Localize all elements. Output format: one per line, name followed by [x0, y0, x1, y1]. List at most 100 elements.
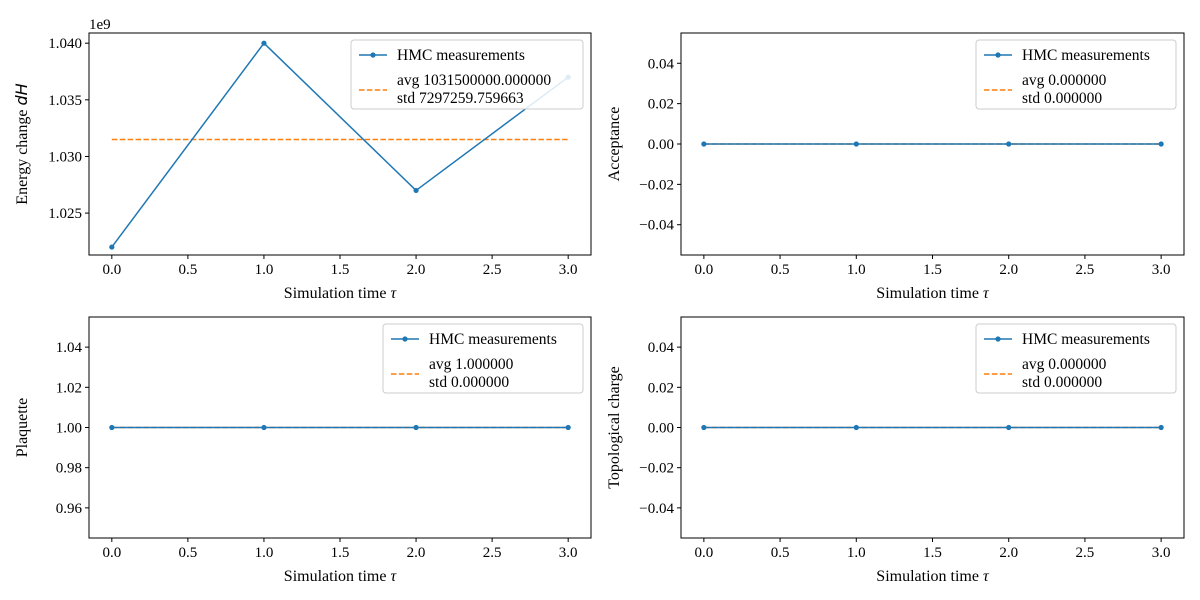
x-axis-label: Simulation time τ [876, 285, 990, 302]
y-tick-label: −0.04 [639, 218, 674, 234]
y-tick-label: −0.02 [639, 177, 674, 193]
measurement-point [853, 424, 859, 431]
x-tick-label: 1.0 [847, 545, 866, 561]
measurement-point [261, 424, 267, 431]
legend-avg-label: avg 1.000000 [429, 356, 514, 373]
x-tick-label: 2.5 [1076, 545, 1095, 561]
legend: HMC measurements avg 1031500000.000000std… [350, 39, 584, 110]
x-tick-label: 0.5 [771, 545, 790, 561]
measurement-point [109, 424, 115, 431]
x-tick-label: 2.0 [407, 545, 426, 561]
y-tick-label: 0.04 [648, 340, 675, 356]
y-tick-label: 1.030 [48, 149, 82, 165]
legend-box [975, 323, 1177, 394]
x-tick-label: 3.0 [559, 545, 578, 561]
legend-avg-label: avg 1031500000.000000 [397, 72, 551, 89]
measurement-point [1158, 141, 1164, 147]
x-axis-label: Simulation time τ [876, 568, 990, 585]
subplot-4: 0.0 0.5 1.0 1.5 2.0 2.5 3.0 −0.04 −0.02 0.00 0.02 0… [606, 316, 1185, 585]
subplot-2: 0.0 0.5 1.0 1.5 2.0 2.5 3.0 −0.04 −0.02 0.00 0.02 0… [606, 32, 1185, 302]
x-tick-label: 2.5 [1076, 262, 1095, 278]
x-tick-label: 2.0 [407, 262, 426, 278]
legend-box [350, 39, 584, 110]
measurement-point [261, 40, 267, 46]
y-tick-label: 1.02 [56, 380, 82, 396]
x-tick-label: 0.5 [179, 545, 198, 561]
legend-std-label: std 0.000000 [1022, 374, 1102, 391]
y-tick-label: 1.00 [56, 421, 82, 437]
x-tick-label: 2.5 [483, 262, 502, 278]
y-axis-label-symbol: dH [12, 83, 31, 105]
y-axis-label: Plaquette [14, 398, 31, 458]
x-tick-label: 0.5 [771, 262, 790, 278]
y-axis-label-text: Energy change [14, 105, 31, 204]
x-axis-label-text: Simulation time [876, 285, 983, 302]
legend-measure-marker [402, 336, 408, 342]
y-tick-label: 1.04 [56, 340, 83, 356]
legend-std-label: std 0.000000 [1022, 90, 1102, 107]
x-tick-label: 2.5 [483, 545, 502, 561]
y-axis-label: Topological charge [606, 366, 623, 489]
measurement-point [413, 187, 419, 194]
x-tick-label: 0.0 [102, 545, 121, 561]
legend-avg-label: avg 0.000000 [1022, 356, 1107, 373]
legend-measure-label: HMC measurements [429, 331, 557, 348]
x-tick-label: 3.0 [1152, 545, 1171, 561]
measurement-point [1006, 141, 1012, 147]
y-tick-label: 0.02 [648, 380, 674, 396]
x-tick-label: 0.0 [694, 545, 713, 561]
x-axis-label-text: Simulation time [284, 285, 391, 302]
y-offset-text: 1e9 [89, 17, 111, 33]
x-axis-label-symbol: τ [390, 285, 397, 302]
measurement-line [111, 42, 569, 248]
x-tick-label: 0.0 [694, 262, 713, 278]
y-axis-label-text: Acceptance [606, 107, 623, 182]
x-tick-label: 1.0 [255, 545, 274, 561]
legend-measure-marker [995, 336, 1001, 342]
measurement-point [701, 424, 707, 431]
y-tick-label: 0.02 [648, 97, 674, 113]
x-tick-label: 0.0 [102, 262, 121, 278]
y-axis-label-text: Plaquette [14, 398, 31, 458]
measurement-point [413, 424, 419, 431]
legend-measure-marker [370, 52, 376, 58]
subplot-1: 0.0 0.5 1.0 1.5 2.0 2.5 3.0 1.025 1.030 1.035 1.04… [12, 17, 592, 302]
y-tick-label: 0.00 [648, 137, 674, 153]
y-tick-label: 1.025 [48, 206, 82, 222]
y-tick-label: 0.96 [56, 501, 83, 517]
measurement-point [853, 141, 859, 147]
legend-measure-label: HMC measurements [397, 47, 525, 64]
x-axis-label: Simulation time τ [284, 285, 398, 302]
legend-avg-label: avg 0.000000 [1022, 72, 1107, 89]
y-tick-label: −0.04 [639, 501, 674, 517]
y-tick-label: 1.035 [48, 93, 82, 109]
x-axis-label-symbol: τ [390, 568, 397, 585]
x-axis-label-text: Simulation time [284, 568, 391, 585]
x-axis-label-text: Simulation time [876, 568, 983, 585]
legend-std-label: std 7297259.759663 [397, 90, 524, 107]
x-tick-label: 1.5 [331, 262, 350, 278]
measurement-point [109, 244, 115, 250]
y-axis-label: Acceptance [606, 107, 623, 182]
measurement-point [1158, 424, 1164, 431]
x-tick-label: 2.0 [999, 262, 1018, 278]
legend-std-label: std 0.000000 [429, 374, 509, 391]
y-tick-label: −0.02 [639, 461, 674, 477]
subplot-3: 0.0 0.5 1.0 1.5 2.0 2.5 3.0 0.96 0.98 1.00 1.02 1.0… [14, 316, 592, 585]
legend-measure-label: HMC measurements [1022, 47, 1150, 64]
x-axis-label: Simulation time τ [284, 568, 398, 585]
y-axis-label: Energy change dH [12, 83, 31, 204]
y-tick-label: 1.040 [48, 36, 82, 52]
y-tick-label: 0.98 [56, 461, 82, 477]
y-tick-label: 0.00 [648, 421, 674, 437]
x-tick-label: 2.0 [999, 545, 1018, 561]
x-tick-label: 1.5 [923, 545, 942, 561]
x-tick-label: 1.5 [331, 545, 350, 561]
x-tick-label: 0.5 [179, 262, 198, 278]
legend-measure-marker [995, 52, 1001, 58]
measurement-point [1006, 424, 1012, 431]
